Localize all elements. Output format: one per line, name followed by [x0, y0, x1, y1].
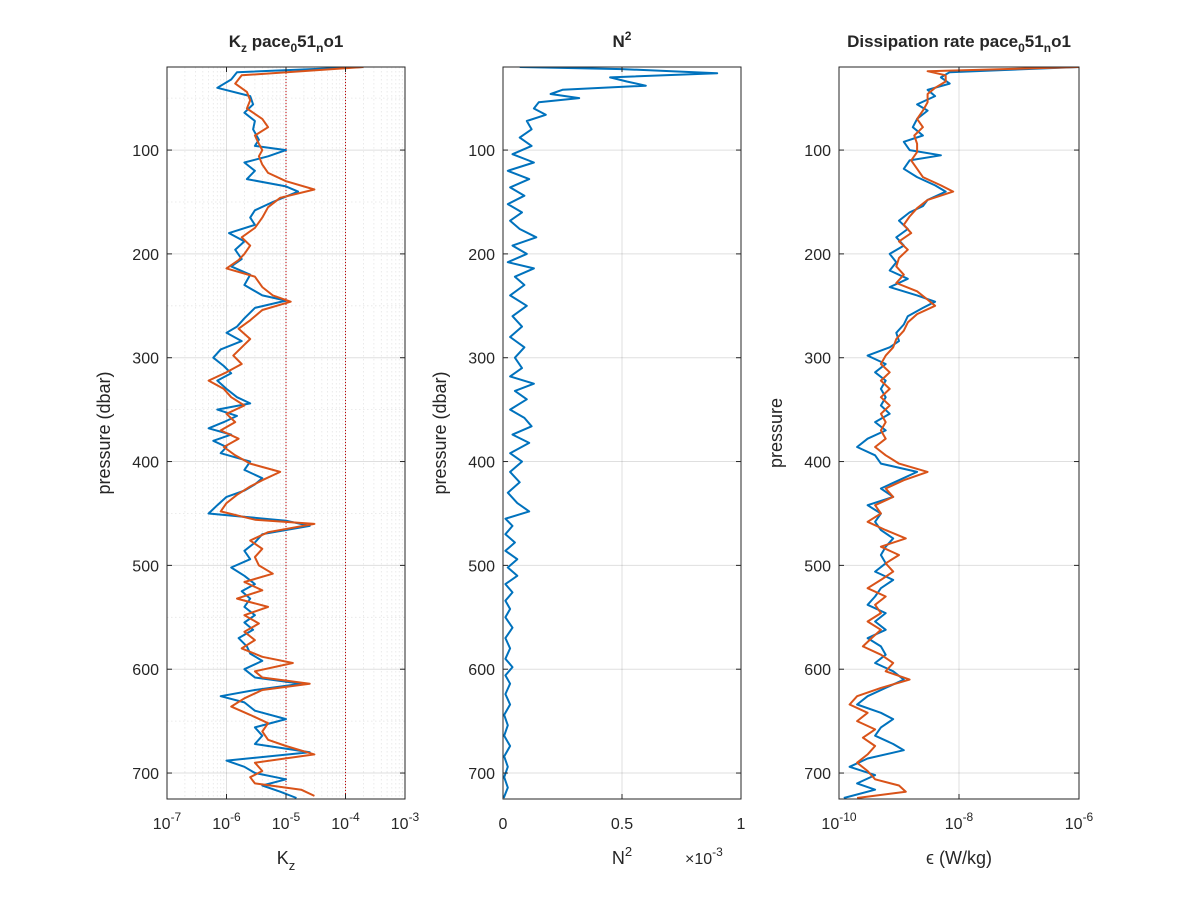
x-tick-label: 10-4	[331, 810, 360, 833]
x-tick-label: 10-8	[945, 810, 974, 833]
x-tick-label: 0	[499, 816, 508, 833]
series-line-0	[503, 67, 719, 799]
y-tick-label: 500	[132, 558, 159, 575]
y-tick-label: 200	[468, 247, 495, 264]
plot-area	[502, 66, 742, 800]
x-tick-label: 10-7	[153, 810, 182, 833]
y-tick-label: 400	[804, 455, 831, 472]
y-tick-label: 300	[132, 351, 159, 368]
y-axis-label: pressure (dbar)	[430, 371, 450, 494]
y-tick-label: 400	[132, 455, 159, 472]
y-axis-label: pressure (dbar)	[94, 371, 114, 494]
x-tick-label: 10-3	[391, 810, 420, 833]
y-tick-label: 600	[468, 662, 495, 679]
y-tick-label: 100	[804, 143, 831, 160]
x-tick-label: 10-5	[272, 810, 301, 833]
series-line-0	[207, 67, 364, 799]
x-axis-label: ϵ (W/kg)	[926, 848, 992, 868]
chart-title: N2	[613, 29, 632, 51]
x-tick-label: 10-6	[212, 810, 241, 833]
y-tick-label: 100	[468, 143, 495, 160]
y-tick-label: 300	[468, 351, 495, 368]
y-tick-label: 200	[804, 247, 831, 264]
y-tick-label: 700	[804, 766, 831, 783]
x-axis-multiplier: ×10-3	[685, 845, 723, 868]
x-tick-label: 0.5	[611, 816, 633, 833]
panel-n2: 0 0.5 1 100 200 300 400 500 600 700 N2 N2 ×10-3 press…	[430, 29, 746, 868]
x-tick-label: 10-10	[821, 810, 856, 833]
y-tick-label: 300	[804, 351, 831, 368]
panel-eps: 10-10 10-8 10-6 100 200 300 400 500 600 700 Dissip…	[766, 32, 1094, 868]
panel-kz: 10-7 10-6 10-5 10-4 10-3 100 200 300 400 500 600 70…	[94, 32, 420, 873]
x-tick-label: 1	[737, 816, 746, 833]
y-tick-label: 700	[468, 766, 495, 783]
x-tick-label: 10-6	[1065, 810, 1094, 833]
y-tick-label: 600	[132, 662, 159, 679]
y-tick-label: 200	[132, 247, 159, 264]
y-tick-label: 600	[804, 662, 831, 679]
y-axis-label: pressure	[766, 398, 786, 468]
chart-title: Kz pace051no1	[229, 32, 344, 55]
y-tick-label: 500	[804, 558, 831, 575]
x-axis-label: N2	[612, 844, 632, 868]
chart-title: Dissipation rate pace051no1	[847, 32, 1071, 55]
y-tick-label: 400	[468, 455, 495, 472]
series-line-1	[848, 67, 1079, 799]
x-axis-label: Kz	[277, 848, 296, 873]
y-tick-label: 700	[132, 766, 159, 783]
y-tick-label: 500	[468, 558, 495, 575]
y-tick-label: 100	[132, 143, 159, 160]
series-line-1	[207, 67, 364, 797]
